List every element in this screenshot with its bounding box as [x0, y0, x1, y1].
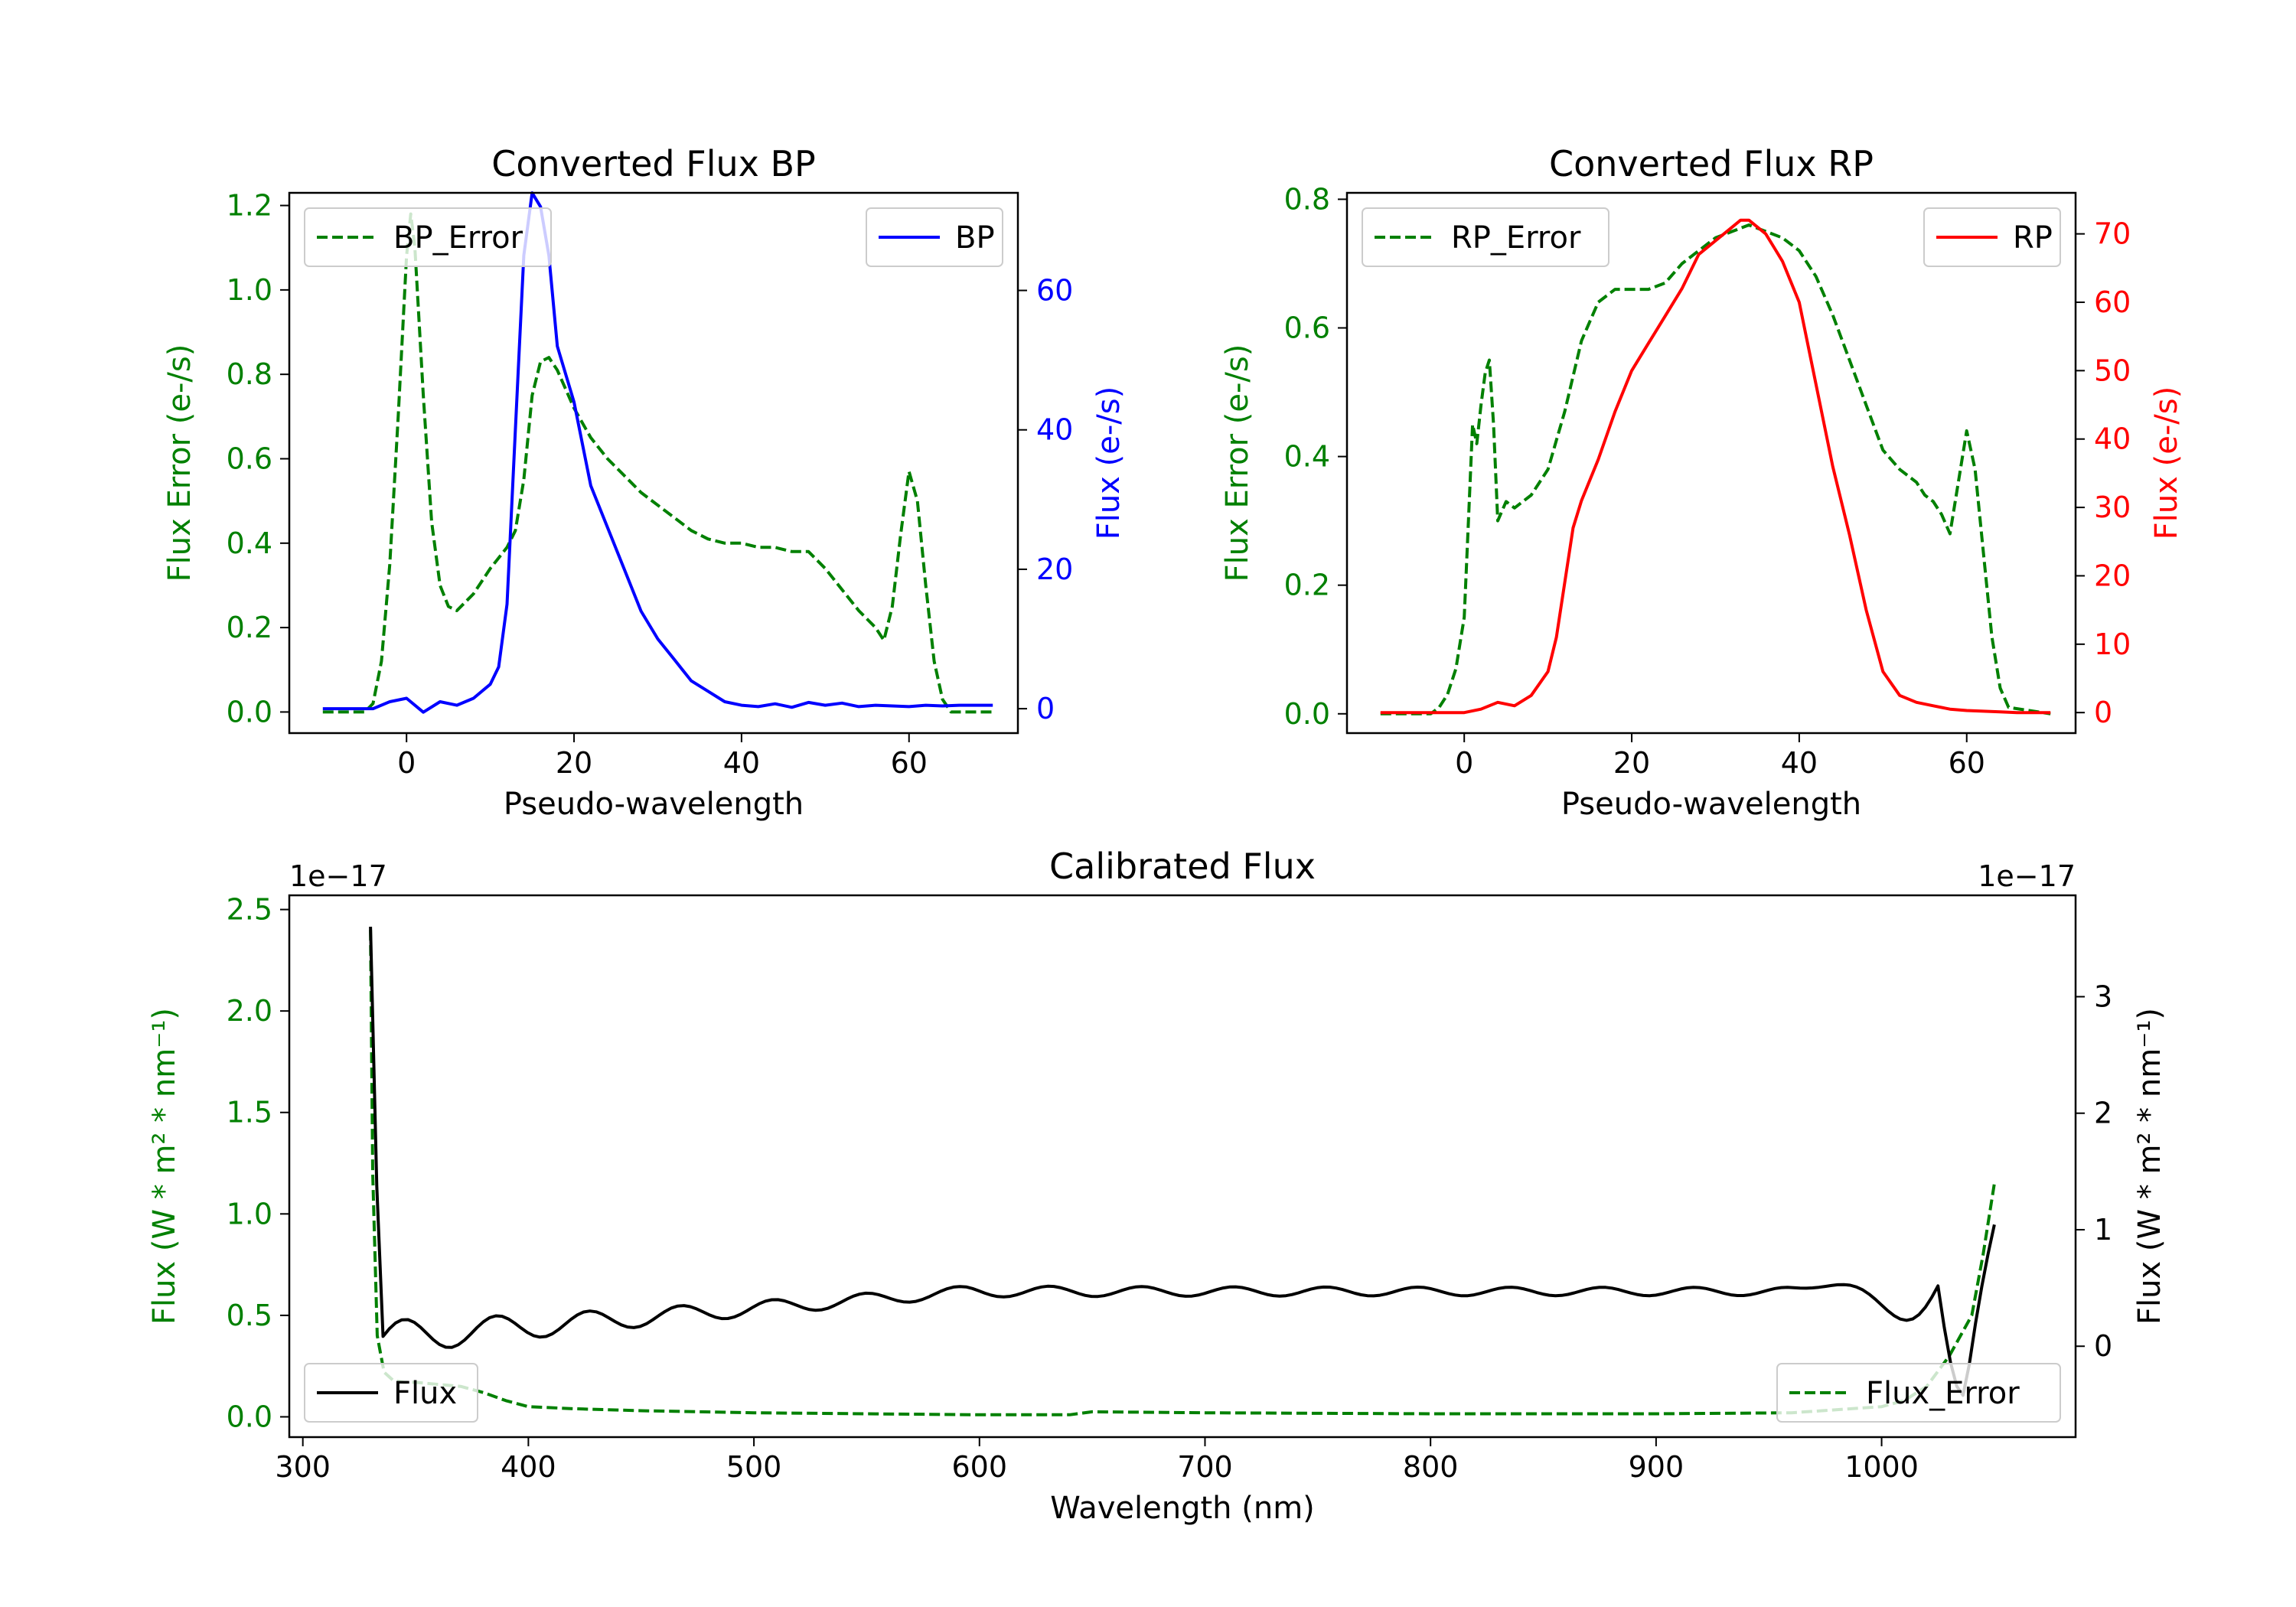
- y-left-tick-label: 0.8: [227, 357, 272, 391]
- y-left-tick-label: 0.4: [1284, 440, 1330, 474]
- x-tick-label: 800: [1403, 1450, 1459, 1484]
- plot-frame: [288, 894, 2077, 1439]
- chart-title: Calibrated Flux: [1049, 846, 1316, 887]
- legend-flux: Flux: [304, 1363, 478, 1423]
- x-tick-label: 1000: [1844, 1450, 1919, 1484]
- x-tick-label: 20: [556, 746, 592, 780]
- y-left-tick-label: 0.4: [227, 526, 272, 560]
- y-left-tick-label: 0.2: [227, 611, 272, 644]
- y-right-axis-label: Flux (e-/s): [2149, 386, 2184, 539]
- chart-title: Converted Flux BP: [491, 143, 816, 184]
- chart-title: Converted Flux RP: [1549, 143, 1874, 184]
- y-left-tick-label: 1.2: [227, 189, 272, 223]
- y-right-tick-label: 40: [2094, 422, 2131, 456]
- y-right-offset-text: 1e−17: [1978, 859, 2076, 893]
- x-tick-label: 0: [397, 746, 416, 780]
- chart-bp: 0 20 40 60 0.0 0.2 0.4 0.6 0.8 1.0 1.2 0 20 40 60 Conve…: [162, 143, 1127, 822]
- y-left-tick-label: 0.8: [1284, 182, 1330, 216]
- legend-label: RP_Error: [1451, 220, 1581, 256]
- y-right-tick-label: 3: [2094, 980, 2112, 1013]
- series-line-rp: [1380, 218, 2051, 715]
- legend-rp: RP: [1923, 207, 2061, 267]
- y-right-tick-label: 0: [1036, 692, 1055, 725]
- y-left-tick-label: 2.0: [227, 994, 272, 1028]
- x-tick-label: 900: [1629, 1450, 1684, 1484]
- y-right-tick-label: 30: [2094, 491, 2131, 524]
- y-right-tick-label: 50: [2094, 354, 2131, 387]
- y-right-tick-label: 60: [2094, 285, 2131, 319]
- y-right-tick-label: 2: [2094, 1097, 2112, 1130]
- plot-frame: [1345, 191, 2077, 735]
- legend-label: BP_Error: [393, 220, 523, 256]
- y-right-tick-label: 60: [1036, 274, 1073, 308]
- legend-flux-error: Flux_Error: [1776, 1363, 2061, 1423]
- legend-box: [1362, 207, 1609, 267]
- x-tick-label: 0: [1455, 746, 1473, 780]
- series-line-bp: [322, 191, 993, 714]
- legend-label: Flux_Error: [1866, 1376, 2020, 1411]
- y-right-tick-label: 20: [1036, 553, 1073, 586]
- legend-label: RP: [2013, 220, 2053, 256]
- y-left-tick-label: 1.0: [227, 1197, 272, 1231]
- x-tick-label: 700: [1177, 1450, 1233, 1484]
- y-left-tick-label: 2.5: [227, 893, 272, 927]
- y-left-tick-label: 0.0: [1284, 697, 1330, 731]
- y-left-tick-label: 0.6: [227, 442, 272, 475]
- x-tick-label: 40: [723, 746, 760, 780]
- y-right-tick-label: 10: [2094, 627, 2131, 661]
- legend-rp-error: RP_Error: [1362, 207, 1609, 267]
- series-line-flux-error: [369, 930, 1996, 1416]
- y-right-tick-label: 1: [2094, 1213, 2112, 1247]
- y-right-axis-label: Flux (e-/s): [1091, 386, 1127, 539]
- y-left-axis-label: Flux Error (e-/s): [162, 344, 197, 582]
- x-tick-label: 400: [501, 1450, 556, 1484]
- y-left-tick-label: 1.5: [227, 1096, 272, 1129]
- y-left-tick-label: 0.0: [227, 1400, 272, 1433]
- y-right-tick-label: 0: [2094, 1329, 2112, 1363]
- legend-bp: BP: [866, 207, 1003, 267]
- x-tick-label: 60: [891, 746, 928, 780]
- x-axis-label: Wavelength (nm): [1050, 1491, 1315, 1526]
- y-right-tick-label: 0: [2094, 696, 2112, 729]
- y-right-axis-label: Flux (W * m² * nm⁻¹): [2132, 1008, 2167, 1325]
- y-left-tick-label: 0.5: [227, 1299, 272, 1332]
- y-right-tick-label: 20: [2094, 559, 2131, 592]
- y-left-tick-label: 0.0: [227, 695, 272, 729]
- x-tick-label: 500: [726, 1450, 782, 1484]
- series-line-flux: [369, 927, 1996, 1397]
- x-axis-label: Pseudo-wavelength: [504, 787, 804, 822]
- x-tick-label: 60: [1949, 746, 1985, 780]
- y-right-tick-label: 40: [1036, 413, 1073, 447]
- legend-bp-error: BP_Error: [304, 207, 552, 267]
- legend-label: BP: [955, 220, 995, 256]
- chart-cal: 300 400 500 600 700 800 900 1000 0.0 0.5 1.0 1.5 2.0…: [147, 846, 2167, 1526]
- y-left-axis-label: Flux Error (e-/s): [1220, 344, 1255, 582]
- y-right-tick-label: 70: [2094, 217, 2131, 251]
- y-left-tick-label: 1.0: [227, 273, 272, 307]
- legend-box: [304, 1363, 478, 1423]
- x-tick-label: 40: [1781, 746, 1818, 780]
- chart-rp: 0 20 40 60 0.0 0.2 0.4 0.6 0.8 0 10 20 30 40 50 60 70 Con…: [1220, 143, 2184, 822]
- series-line-bp-error: [322, 212, 993, 714]
- y-left-tick-label: 0.6: [1284, 311, 1330, 345]
- legend-box: [1776, 1363, 2061, 1423]
- series-line-rp-error: [1380, 223, 2051, 715]
- x-tick-label: 20: [1613, 746, 1650, 780]
- x-tick-label: 300: [275, 1450, 331, 1484]
- x-tick-label: 600: [952, 1450, 1008, 1484]
- x-axis-label: Pseudo-wavelength: [1561, 787, 1861, 822]
- y-left-tick-label: 0.2: [1284, 569, 1330, 602]
- y-left-offset-text: 1e−17: [289, 859, 387, 893]
- y-left-axis-label: Flux (W * m² * nm⁻¹): [147, 1008, 182, 1325]
- plot-frame: [288, 191, 1019, 735]
- legend-label: Flux: [393, 1376, 457, 1411]
- legend-box: [304, 207, 552, 267]
